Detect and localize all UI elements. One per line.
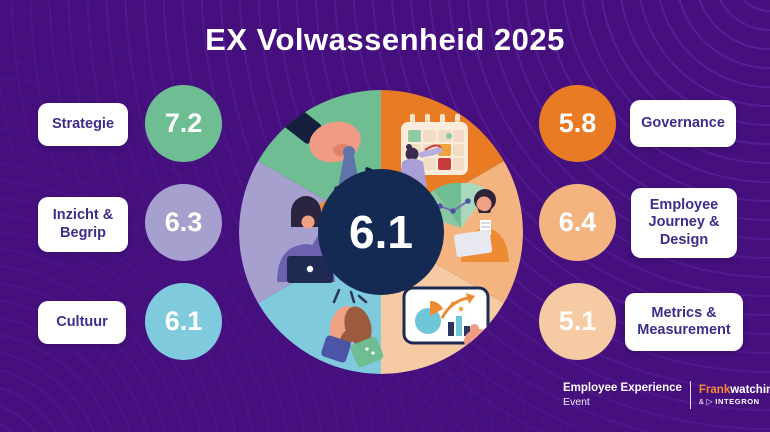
play-icon: ▷ <box>706 396 714 406</box>
score-badge-employee-journey: 6.4 <box>539 184 616 261</box>
label-cultuur-text: Cultuur <box>56 313 108 330</box>
label-employee-journey: Employee Journey & Design <box>631 188 737 258</box>
label-metrics-measurement: Metrics & Measurement <box>625 293 743 351</box>
label-strategie: Strategie <box>38 103 128 146</box>
event-text: Event <box>563 395 590 408</box>
page-title: EX Volwassenheid 2025 <box>205 22 565 57</box>
frankwatching-integron-logo: Frankwatching & ▷ INTEGRON <box>699 384 770 407</box>
label-cultuur: Cultuur <box>38 301 126 344</box>
label-strategie-text: Strategie <box>51 115 115 132</box>
overall-score-value: 6.1 <box>349 206 413 258</box>
score-governance-value: 5.8 <box>558 108 597 138</box>
label-governance-text: Governance <box>641 114 725 131</box>
score-metrics-measurement-value: 5.1 <box>558 306 597 336</box>
score-cultuur-value: 6.1 <box>164 306 203 336</box>
handshake-icon <box>321 288 384 368</box>
score-badge-cultuur: 6.1 <box>145 283 222 360</box>
overall-score-badge: 6.1 <box>318 169 444 295</box>
integron-line: & ▷ INTEGRON <box>699 397 770 406</box>
score-badge-strategie: 7.2 <box>145 85 222 162</box>
score-badge-inzicht-begrip: 6.3 <box>145 184 222 261</box>
employee-experience-text: Employee Experience <box>563 382 682 395</box>
score-badge-metrics-measurement: 5.1 <box>539 283 616 360</box>
label-inzicht-begrip: Inzicht & Begrip <box>38 197 128 252</box>
segment-inzicht-begrip <box>239 161 381 303</box>
label-metrics-measurement-text: Metrics & Measurement <box>637 304 731 338</box>
frankwatching-text: Frankwatching <box>699 384 770 398</box>
label-inzicht-begrip-text: Inzicht & Begrip <box>52 207 114 241</box>
calendar-icon <box>399 114 468 188</box>
ampersand-text: & <box>698 397 705 407</box>
score-badge-governance: 5.8 <box>539 85 616 162</box>
score-employee-journey-value: 6.4 <box>558 207 597 237</box>
footer-divider <box>689 381 691 409</box>
score-strategie-value: 7.2 <box>164 108 203 138</box>
employee-experience-event-logo: Employee Experience Event <box>563 382 682 407</box>
score-inzicht-begrip-value: 6.3 <box>164 207 203 237</box>
integron-text: INTEGRON <box>715 397 760 407</box>
label-employee-journey-text: Employee Journey & Design <box>648 196 720 248</box>
watching-text: watching <box>730 383 770 396</box>
label-governance: Governance <box>630 100 736 147</box>
frank-text: Frank <box>698 383 731 396</box>
footer-logos: Employee Experience Event Frankwatching … <box>563 381 770 409</box>
